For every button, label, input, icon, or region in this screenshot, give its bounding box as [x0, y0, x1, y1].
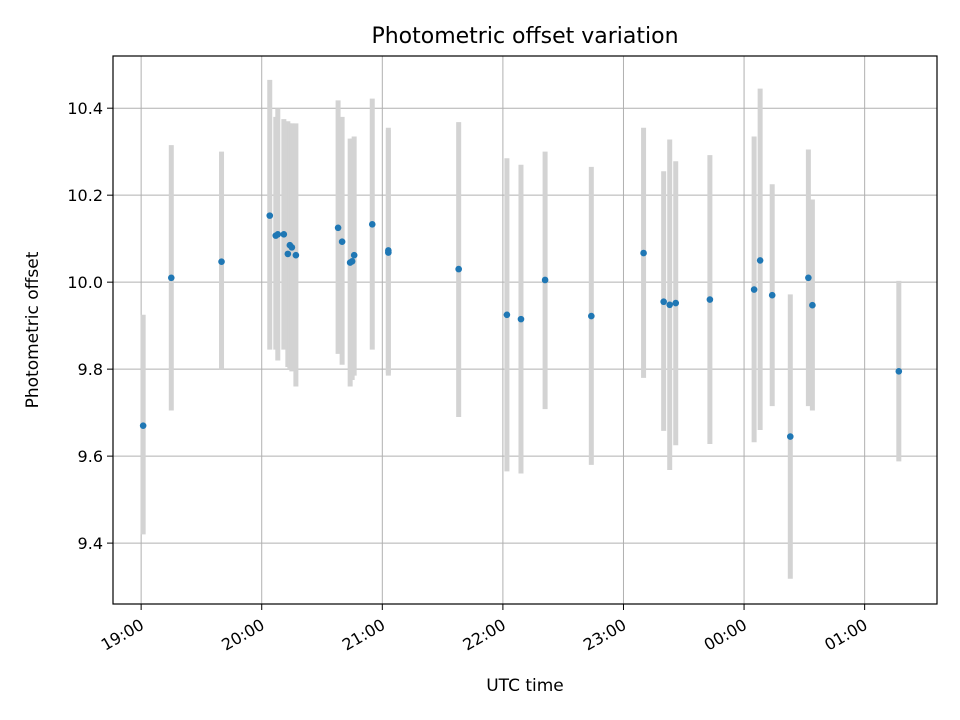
data-point [292, 251, 300, 259]
data-point [139, 422, 147, 429]
data-point [503, 311, 511, 319]
data-point [517, 315, 525, 323]
grid [113, 56, 937, 604]
y-tick-label: 10.0 [67, 273, 103, 292]
data-point [640, 249, 647, 257]
y-tick-label: 9.8 [78, 360, 103, 379]
data-point [809, 301, 816, 309]
data-point [288, 244, 296, 251]
chart-title: Photometric offset variation [371, 24, 678, 49]
y-axis-label: Photometric offset [23, 251, 43, 408]
data-point [666, 301, 674, 309]
data-point [350, 251, 358, 259]
data-point [660, 298, 667, 306]
data-point [348, 257, 356, 265]
y-tick-label: 10.4 [67, 99, 103, 118]
data-point [541, 276, 549, 284]
y-tick-label: 9.6 [78, 447, 103, 466]
data-point [672, 299, 680, 307]
data-point [895, 368, 903, 375]
data-point [218, 258, 225, 266]
data-point [385, 249, 392, 256]
data-point [706, 296, 714, 303]
data-point [284, 250, 292, 258]
data-point [786, 433, 794, 440]
data-point [756, 257, 764, 264]
y-axis-ticks: 9.4 9.6 9.8 10.0 10.2 10.4 [67, 99, 113, 553]
data-point [768, 291, 776, 299]
data-point [338, 238, 346, 246]
data-point [266, 212, 274, 219]
data-point [368, 221, 376, 228]
data-point [805, 274, 812, 282]
y-tick-label: 10.2 [67, 186, 103, 205]
data-point [750, 286, 758, 293]
plot-frame [112, 55, 938, 605]
data-point [274, 231, 282, 238]
x-axis-label: UTC time [486, 676, 564, 696]
data-points [139, 212, 903, 440]
y-tick-label: 9.4 [78, 534, 103, 553]
data-point [280, 231, 288, 238]
data-point [588, 312, 595, 320]
data-point [167, 274, 175, 282]
data-point [334, 224, 342, 232]
data-point [455, 265, 462, 273]
